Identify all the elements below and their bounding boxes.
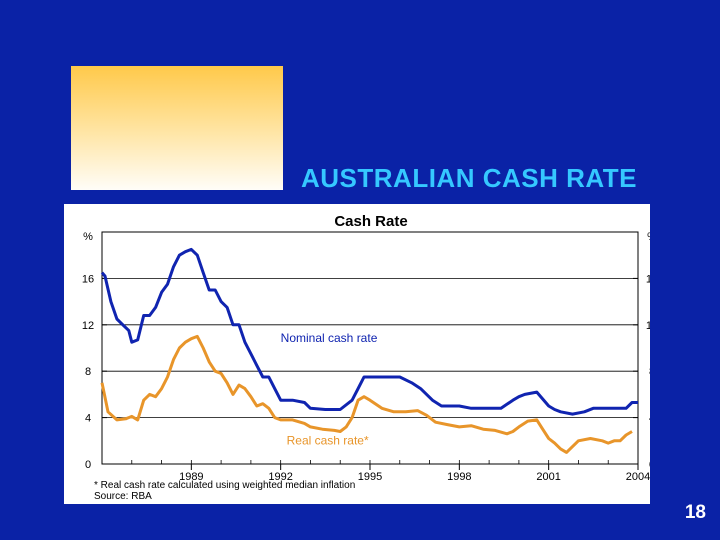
- x-tick-label: 2004: [626, 471, 650, 483]
- series-annotation: Real cash rate*: [287, 433, 369, 447]
- y-tick-label: 0: [85, 459, 91, 471]
- decorative-gradient-box: [71, 66, 283, 190]
- chart-panel: Cash Rate % % * Real cash rate calculate…: [64, 204, 650, 504]
- slide-number: 18: [684, 502, 706, 523]
- plot-frame: [101, 231, 639, 465]
- y-tick-label-right: 8: [649, 366, 650, 378]
- chart-title: Cash Rate: [334, 213, 407, 230]
- y-tick-label-right: 16: [646, 273, 650, 285]
- slide-title: AUSTRALIAN CASH RATE: [301, 163, 637, 193]
- y-tick-label-right: 4: [649, 413, 650, 425]
- series-line-nominal-cash-rate: [100, 247, 638, 416]
- x-tick-label: 1998: [447, 471, 471, 483]
- chart-footnote: * Real cash rate calculated using weight…: [94, 480, 355, 491]
- x-tick-label: 1995: [358, 471, 382, 483]
- x-tick-label: 1989: [179, 471, 203, 483]
- cash-rate-chart: Cash Rate % % * Real cash rate calculate…: [82, 213, 650, 502]
- y-tick-label-right: 0: [649, 459, 650, 471]
- y-tick-label-right: 12: [646, 320, 650, 332]
- chart-source: Source: RBA: [94, 491, 152, 502]
- left-axis-unit: %: [83, 231, 93, 243]
- y-tick-label: 4: [85, 413, 91, 425]
- series-line-real-cash-rate: [100, 334, 633, 454]
- x-tick-label: 2001: [536, 471, 560, 483]
- y-tick-label: 8: [85, 366, 91, 378]
- series-annotation: Nominal cash rate: [281, 331, 378, 345]
- y-tick-label: 12: [82, 320, 94, 332]
- y-tick-label: 16: [82, 273, 94, 285]
- right-axis-unit: %: [647, 231, 650, 243]
- x-tick-label: 1992: [268, 471, 292, 483]
